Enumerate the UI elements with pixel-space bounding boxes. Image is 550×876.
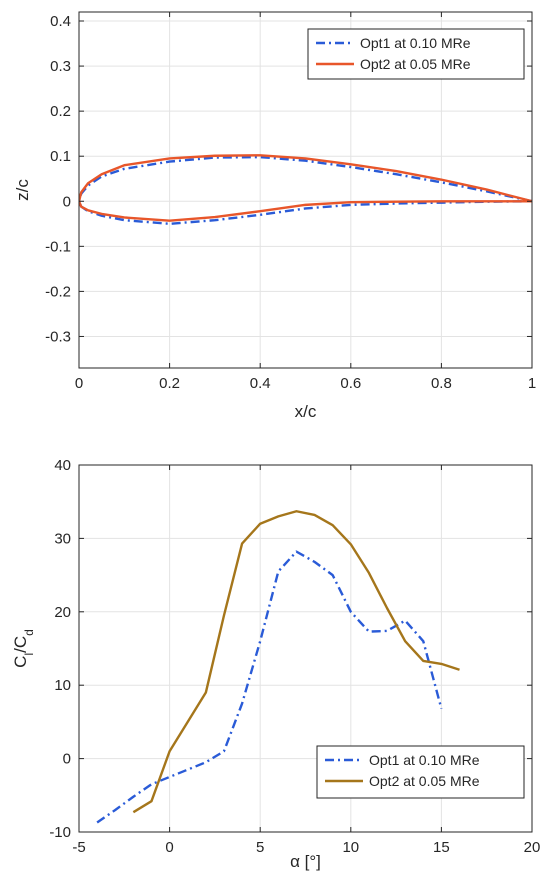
x-tick-label: 0.2: [159, 375, 180, 392]
x-axis-label: α [°]: [290, 852, 321, 871]
x-tick-label: 15: [433, 839, 450, 856]
x-tick-label: 0.4: [250, 375, 271, 392]
chart-lift-drag-ratio: -5 0 5 10 15 20 -10 0 10 20 30 40 α [°] Cl/Cd Opt1 at …: [11, 457, 540, 871]
y-tick-label: 40: [54, 457, 71, 474]
y-axis-label: Cl/Cd: [11, 629, 36, 668]
legend-label-2: Opt2 at 0.05 MRe: [369, 773, 480, 789]
y-tick-label: 0.2: [50, 103, 71, 120]
y-axis-label-sub1: l: [22, 653, 36, 656]
y-axis-label: z/c: [13, 179, 32, 201]
y-tick-label: 0.1: [50, 148, 71, 165]
legend-label-1: Opt1 at 0.10 MRe: [369, 752, 480, 768]
legend: Opt1 at 0.10 MRe Opt2 at 0.05 MRe: [307, 28, 525, 80]
x-tick-label: 5: [256, 839, 264, 856]
x-tick-label: 0.6: [340, 375, 361, 392]
y-tick-label: 30: [54, 530, 71, 547]
y-axis-label-sub2: d: [22, 629, 36, 636]
series-line-1: [96, 550, 443, 824]
chart-airfoil-profile: 0 0.2 0.4 0.6 0.8 1 -0.3 -0.2 -0.1 0 0.1 0.2 0.3 0.4 x…: [13, 11, 536, 421]
y-tick-label: 10: [54, 677, 71, 694]
plot-frame: [78, 464, 533, 833]
x-tick-label: -5: [72, 839, 85, 856]
series-line-2: [79, 154, 532, 222]
x-tick-label: 0.8: [431, 375, 452, 392]
x-tick-label: 0: [165, 839, 173, 856]
y-axis-label-base: C: [11, 656, 30, 668]
y-tick-label: -0.3: [45, 328, 71, 345]
y-tick-label: 0.3: [50, 58, 71, 75]
legend-label-1: Opt1 at 0.10 MRe: [360, 35, 471, 51]
series-line-1: [79, 155, 532, 226]
x-axis-label: x/c: [295, 402, 317, 421]
legend: Opt1 at 0.10 MRe Opt2 at 0.05 MRe: [316, 745, 525, 799]
y-tick-label: 0.4: [50, 13, 71, 30]
x-tick-label: 10: [342, 839, 359, 856]
x-tick-label: 0: [75, 375, 83, 392]
y-tick-label: -0.1: [45, 238, 71, 255]
y-tick-label: -10: [49, 824, 71, 841]
y-tick-label: 20: [54, 604, 71, 621]
legend-label-2: Opt2 at 0.05 MRe: [360, 56, 471, 72]
x-tick-label: 1: [528, 375, 536, 392]
y-tick-label: -0.2: [45, 283, 71, 300]
plot-frame: [78, 11, 533, 369]
legend-box: [307, 28, 525, 80]
legend-box: [316, 745, 525, 799]
x-tick-label: 20: [524, 839, 541, 856]
series-line-2: [132, 510, 460, 814]
y-axis-label-mid: /C: [11, 636, 30, 653]
y-tick-label: 0: [63, 193, 71, 210]
y-tick-label: 0: [63, 751, 71, 768]
